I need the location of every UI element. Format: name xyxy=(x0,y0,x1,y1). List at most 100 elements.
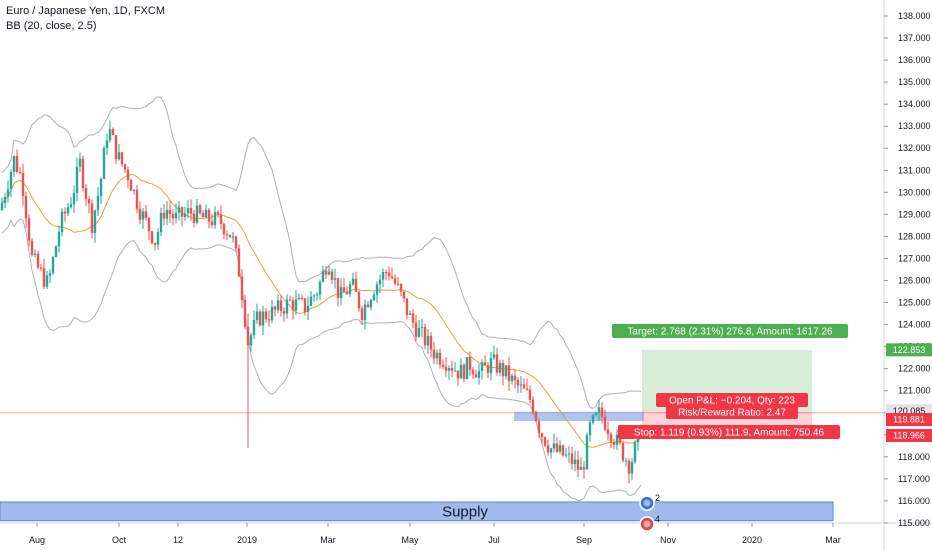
candle-body xyxy=(201,213,205,218)
price-tick-label: 135.000 xyxy=(898,77,931,87)
candle-body xyxy=(492,354,496,358)
candle-body xyxy=(78,158,82,167)
candle-body xyxy=(276,300,280,310)
candle-body xyxy=(45,275,49,287)
candle-body xyxy=(630,462,634,474)
stop-label-bg xyxy=(618,425,840,439)
time-tick-label: May xyxy=(401,535,419,545)
candle-body xyxy=(441,364,445,367)
candle-body xyxy=(42,267,46,287)
supply-zone[interactable] xyxy=(0,501,834,522)
candle-body xyxy=(567,453,571,455)
candle-body xyxy=(219,214,223,224)
candle-body xyxy=(75,166,79,194)
candle-body xyxy=(327,271,331,275)
time-tick-label: Aug xyxy=(29,535,45,545)
event-badge-inner xyxy=(643,520,651,528)
price-tick-label: 125.000 xyxy=(898,298,931,308)
candle-body xyxy=(495,354,499,373)
candle-body xyxy=(462,364,466,380)
candle-body xyxy=(582,467,586,470)
candle-body xyxy=(243,299,247,327)
candle-body xyxy=(222,223,226,235)
candle-body xyxy=(27,218,31,241)
candle-body xyxy=(132,189,136,191)
candle-body xyxy=(21,172,25,196)
price-tick-label: 129.000 xyxy=(898,209,931,219)
candle-body xyxy=(18,171,22,173)
candle-body xyxy=(558,445,562,452)
candle-body xyxy=(444,366,448,371)
candle-body xyxy=(318,281,322,295)
candle-body xyxy=(621,442,625,461)
candle-body xyxy=(192,213,196,223)
candle-body xyxy=(375,284,379,295)
candle-body xyxy=(501,362,505,377)
candle-body xyxy=(438,352,442,365)
candle-body xyxy=(138,208,142,220)
candle-body xyxy=(117,152,121,160)
candle-body xyxy=(489,357,493,374)
price-tag-label: 118.966 xyxy=(893,431,925,441)
price-tick-label: 128.000 xyxy=(898,231,931,241)
candle-body xyxy=(411,313,415,323)
candle-body xyxy=(57,232,61,247)
candle-body xyxy=(555,443,559,452)
time-tick-label: 12 xyxy=(173,535,183,545)
price-tag xyxy=(886,343,932,357)
candle-body xyxy=(378,279,382,285)
candle-body xyxy=(474,374,478,378)
open-pnl-label: Open P&L: −0.204, Qty: 223 xyxy=(669,396,795,407)
candle-body xyxy=(126,169,130,181)
price-tick-label: 136.000 xyxy=(898,55,931,65)
event-badge-count: 2 xyxy=(655,493,660,503)
price-tick-label: 133.000 xyxy=(898,121,931,131)
candle-body xyxy=(513,375,517,381)
price-tick-label: 116.000 xyxy=(898,496,930,506)
candle-body xyxy=(600,407,604,417)
candle-body xyxy=(174,212,178,219)
candle-body xyxy=(486,365,490,374)
entry-zone[interactable] xyxy=(514,411,644,422)
event-badge-inner xyxy=(643,499,651,507)
candle-body xyxy=(525,388,529,390)
time-tick-label: Jul xyxy=(488,535,500,545)
candle-body xyxy=(114,135,118,160)
bb-basis-line xyxy=(1,174,642,448)
candle-body xyxy=(180,207,184,217)
price-tag xyxy=(886,429,932,443)
price-tick-label: 124.000 xyxy=(898,320,931,330)
stop-label: Stop: 1.119 (0.93%) 111.9, Amount: 750.4… xyxy=(634,428,825,439)
target-label-bg xyxy=(612,324,848,338)
candle-body xyxy=(54,246,58,258)
candle-body xyxy=(477,370,481,378)
candle-body xyxy=(405,298,409,315)
candle-body xyxy=(480,362,484,371)
price-tick-label: 118.000 xyxy=(898,452,930,462)
candle-body xyxy=(309,296,313,306)
candle-body xyxy=(264,311,268,320)
candle-body xyxy=(321,270,325,282)
candle-body xyxy=(369,300,373,308)
candle-body xyxy=(249,335,253,346)
candle-body xyxy=(612,441,616,445)
candle-body xyxy=(120,152,124,165)
candle-body xyxy=(231,236,235,238)
candle-body xyxy=(588,422,592,436)
candle-body xyxy=(294,299,298,311)
candle-body xyxy=(36,253,40,268)
candle-body xyxy=(240,276,244,300)
candle-body xyxy=(300,297,304,299)
candle-body xyxy=(408,313,412,315)
candle-body xyxy=(33,253,37,256)
candle-body xyxy=(516,380,520,386)
symbol-title: Euro / Japanese Yen, 1D, FXCM xyxy=(6,5,165,17)
candle-body xyxy=(258,311,262,326)
candle-body xyxy=(168,209,172,215)
candle-body xyxy=(417,327,421,337)
candle-body xyxy=(531,399,535,413)
candle-body xyxy=(351,278,355,285)
candle-body xyxy=(306,305,310,313)
candle-body xyxy=(285,299,289,314)
